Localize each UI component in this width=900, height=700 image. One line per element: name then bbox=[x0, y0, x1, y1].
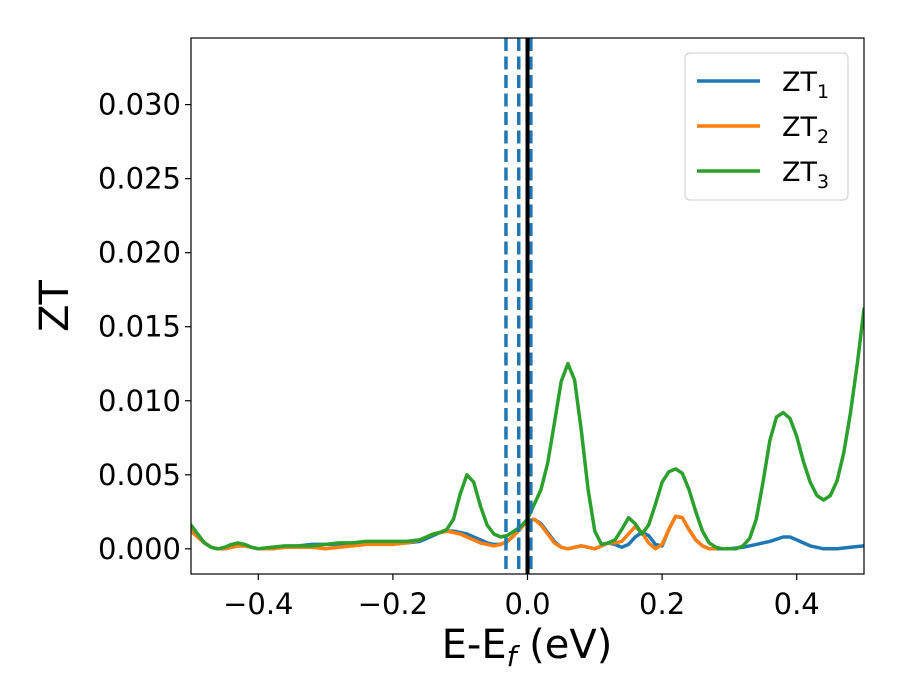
x-tick-label: 0.4 bbox=[774, 587, 820, 621]
legend-label-main: ZT bbox=[782, 112, 817, 143]
x-tick-label: −0.4 bbox=[223, 587, 293, 621]
legend-label-subscript: 2 bbox=[817, 126, 829, 148]
x-axis-title: E-Ef (eV) bbox=[442, 622, 613, 673]
y-tick-label: 0.020 bbox=[98, 236, 181, 270]
x-axis: −0.4 −0.2 0.0 0.2 0.4 bbox=[223, 574, 820, 621]
legend-frame bbox=[684, 52, 849, 201]
legend-label-1: ZT1 bbox=[782, 67, 829, 103]
y-tick-label: 0.030 bbox=[98, 88, 181, 122]
legend-label-2: ZT2 bbox=[782, 112, 829, 148]
x-tick-label: 0.2 bbox=[639, 587, 685, 621]
x-axis-title-suffix: (eV) bbox=[516, 622, 612, 668]
legend-label-subscript: 1 bbox=[817, 81, 829, 103]
y-tick-label: 0.010 bbox=[98, 384, 181, 418]
legend-label-main: ZT bbox=[782, 67, 817, 98]
y-tick-label: 0.005 bbox=[98, 458, 181, 492]
legend-label-subscript: 3 bbox=[817, 171, 829, 193]
x-axis-title-main: E-E bbox=[442, 622, 507, 668]
legend-label-3: ZT3 bbox=[782, 157, 829, 193]
series-line-3 bbox=[191, 307, 864, 551]
y-tick-label: 0.000 bbox=[98, 532, 181, 566]
y-tick-label: 0.025 bbox=[98, 162, 181, 196]
x-tick-label: −0.2 bbox=[358, 587, 428, 621]
plot-area bbox=[191, 38, 864, 574]
legend-label-main: ZT bbox=[782, 157, 817, 188]
y-tick-label: 0.015 bbox=[98, 310, 181, 344]
x-tick-label: 0.0 bbox=[504, 587, 550, 621]
y-axis-title: ZT bbox=[32, 280, 78, 332]
y-axis: 0.000 0.005 0.010 0.015 0.020 0.025 0.030 bbox=[98, 88, 191, 566]
